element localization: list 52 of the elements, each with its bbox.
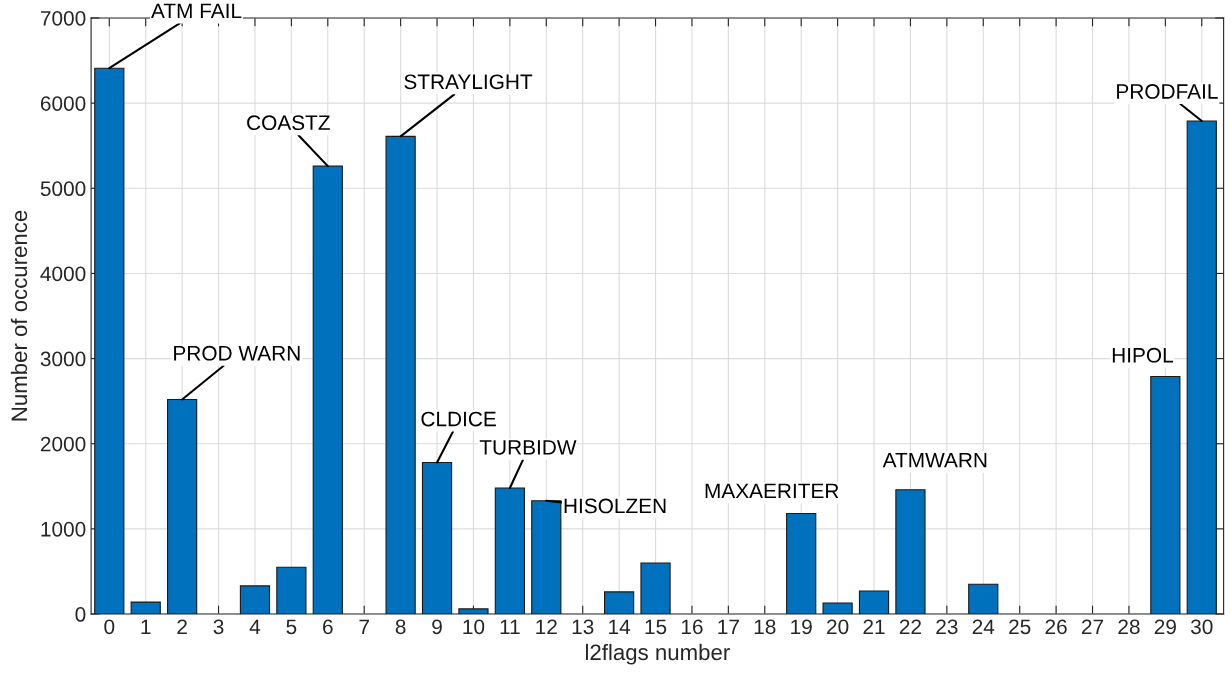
x-tick-label: 28 (1118, 619, 1140, 635)
annotation: HISOLZEN (564, 498, 666, 514)
x-tick-label: 3 (213, 619, 224, 635)
x-tick-label: 16 (681, 619, 703, 635)
y-tick-label: 4000 (40, 266, 86, 282)
x-tick-label: 9 (432, 619, 442, 635)
y-tick-label: 2000 (40, 436, 86, 452)
y-tick-label: 3000 (40, 351, 86, 367)
y-tick-label: 1000 (41, 521, 86, 537)
x-tick-label: 0 (104, 619, 115, 635)
x-tick-label: 12 (536, 619, 557, 634)
annotation: TURBIDW (479, 440, 577, 455)
annotation: ATM FAIL (151, 3, 242, 19)
y-tick-label: 0 (75, 607, 86, 622)
x-tick-label: 15 (645, 619, 667, 635)
y-tick-label: 6000 (40, 96, 86, 111)
x-tick-label: 10 (463, 619, 485, 635)
x-tick-label: 11 (500, 619, 520, 634)
x-tick-label: 27 (1081, 619, 1104, 634)
x-tick-label: 5 (286, 619, 297, 635)
annotation: PRODFAIL (1117, 84, 1218, 99)
y-tick-label: 7000 (40, 10, 86, 26)
x-tick-label: 2 (177, 619, 187, 634)
annotation: STRAYLIGHT (404, 74, 533, 90)
annotation: MAXAERITER (705, 483, 839, 499)
annotation: CLDICE (421, 411, 496, 427)
x-tick-label: 17 (718, 619, 739, 634)
x-tick-label: 24 (972, 619, 995, 634)
x-tick-label: 1 (141, 619, 151, 634)
x-tick-label: 30 (1190, 619, 1213, 635)
x-tick-label: 19 (791, 619, 812, 635)
x-tick-label: 4 (249, 619, 261, 634)
y-tick-label: 5000 (40, 181, 86, 197)
x-tick-label: 14 (609, 619, 631, 634)
annotation: PROD WARN (174, 345, 300, 361)
x-tick-label: 26 (1045, 619, 1067, 635)
x-tick-label: 29 (1154, 619, 1176, 635)
x-tick-label: 25 (1009, 619, 1031, 635)
x-tick-label: 13 (572, 619, 594, 635)
annotation: COASTZ (247, 115, 330, 131)
x-tick-label: 23 (936, 619, 958, 635)
x-axis-title: l2flags number (585, 643, 730, 665)
annotation: ATMWARN (882, 452, 987, 468)
x-tick-label: 21 (863, 619, 885, 634)
annotation: HIPOL (1112, 347, 1173, 363)
x-tick-label: 8 (395, 619, 406, 635)
x-tick-label: 6 (323, 619, 333, 635)
x-tick-label: 20 (827, 619, 849, 635)
x-tick-label: 7 (359, 619, 369, 634)
y-axis-title: Number of occurence (10, 210, 28, 421)
x-tick-label: 22 (899, 619, 921, 634)
x-tick-label: 18 (754, 619, 776, 635)
